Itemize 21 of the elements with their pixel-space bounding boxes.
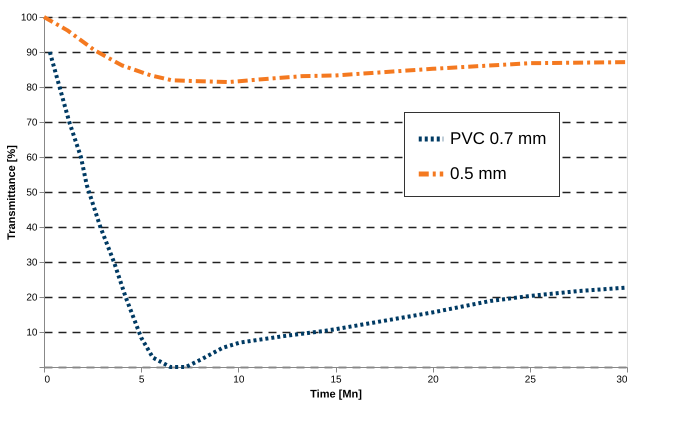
- x-tick-label: 15: [330, 374, 342, 386]
- legend-label: 0.5 mm: [450, 164, 507, 183]
- y-tick-label: 90: [26, 48, 38, 58]
- y-tick-label: 100: [20, 12, 38, 24]
- x-tick-label: 20: [428, 374, 440, 386]
- y-tick-label: 70: [26, 118, 38, 128]
- x-tick-label: 25: [524, 374, 536, 386]
- x-tick-label: 30: [616, 374, 628, 386]
- y-tick-label: 50: [26, 188, 38, 198]
- y-tick-label: 40: [26, 222, 38, 234]
- x-axis-title: Time [Mn]: [310, 388, 362, 400]
- y-tick-label: 60: [26, 152, 38, 164]
- y-axis-title: Transmittance [%]: [6, 144, 18, 240]
- y-tick-label: 20: [26, 292, 38, 304]
- y-tick-label: 80: [26, 82, 38, 94]
- x-tick-label: 10: [233, 374, 245, 386]
- legend-label: PVC 0.7 mm: [450, 129, 546, 148]
- y-tick-label: 30: [26, 258, 38, 268]
- y-tick-label: 10: [26, 328, 38, 338]
- x-tick-label: 0: [44, 374, 50, 386]
- x-tick-label: 5: [138, 374, 145, 386]
